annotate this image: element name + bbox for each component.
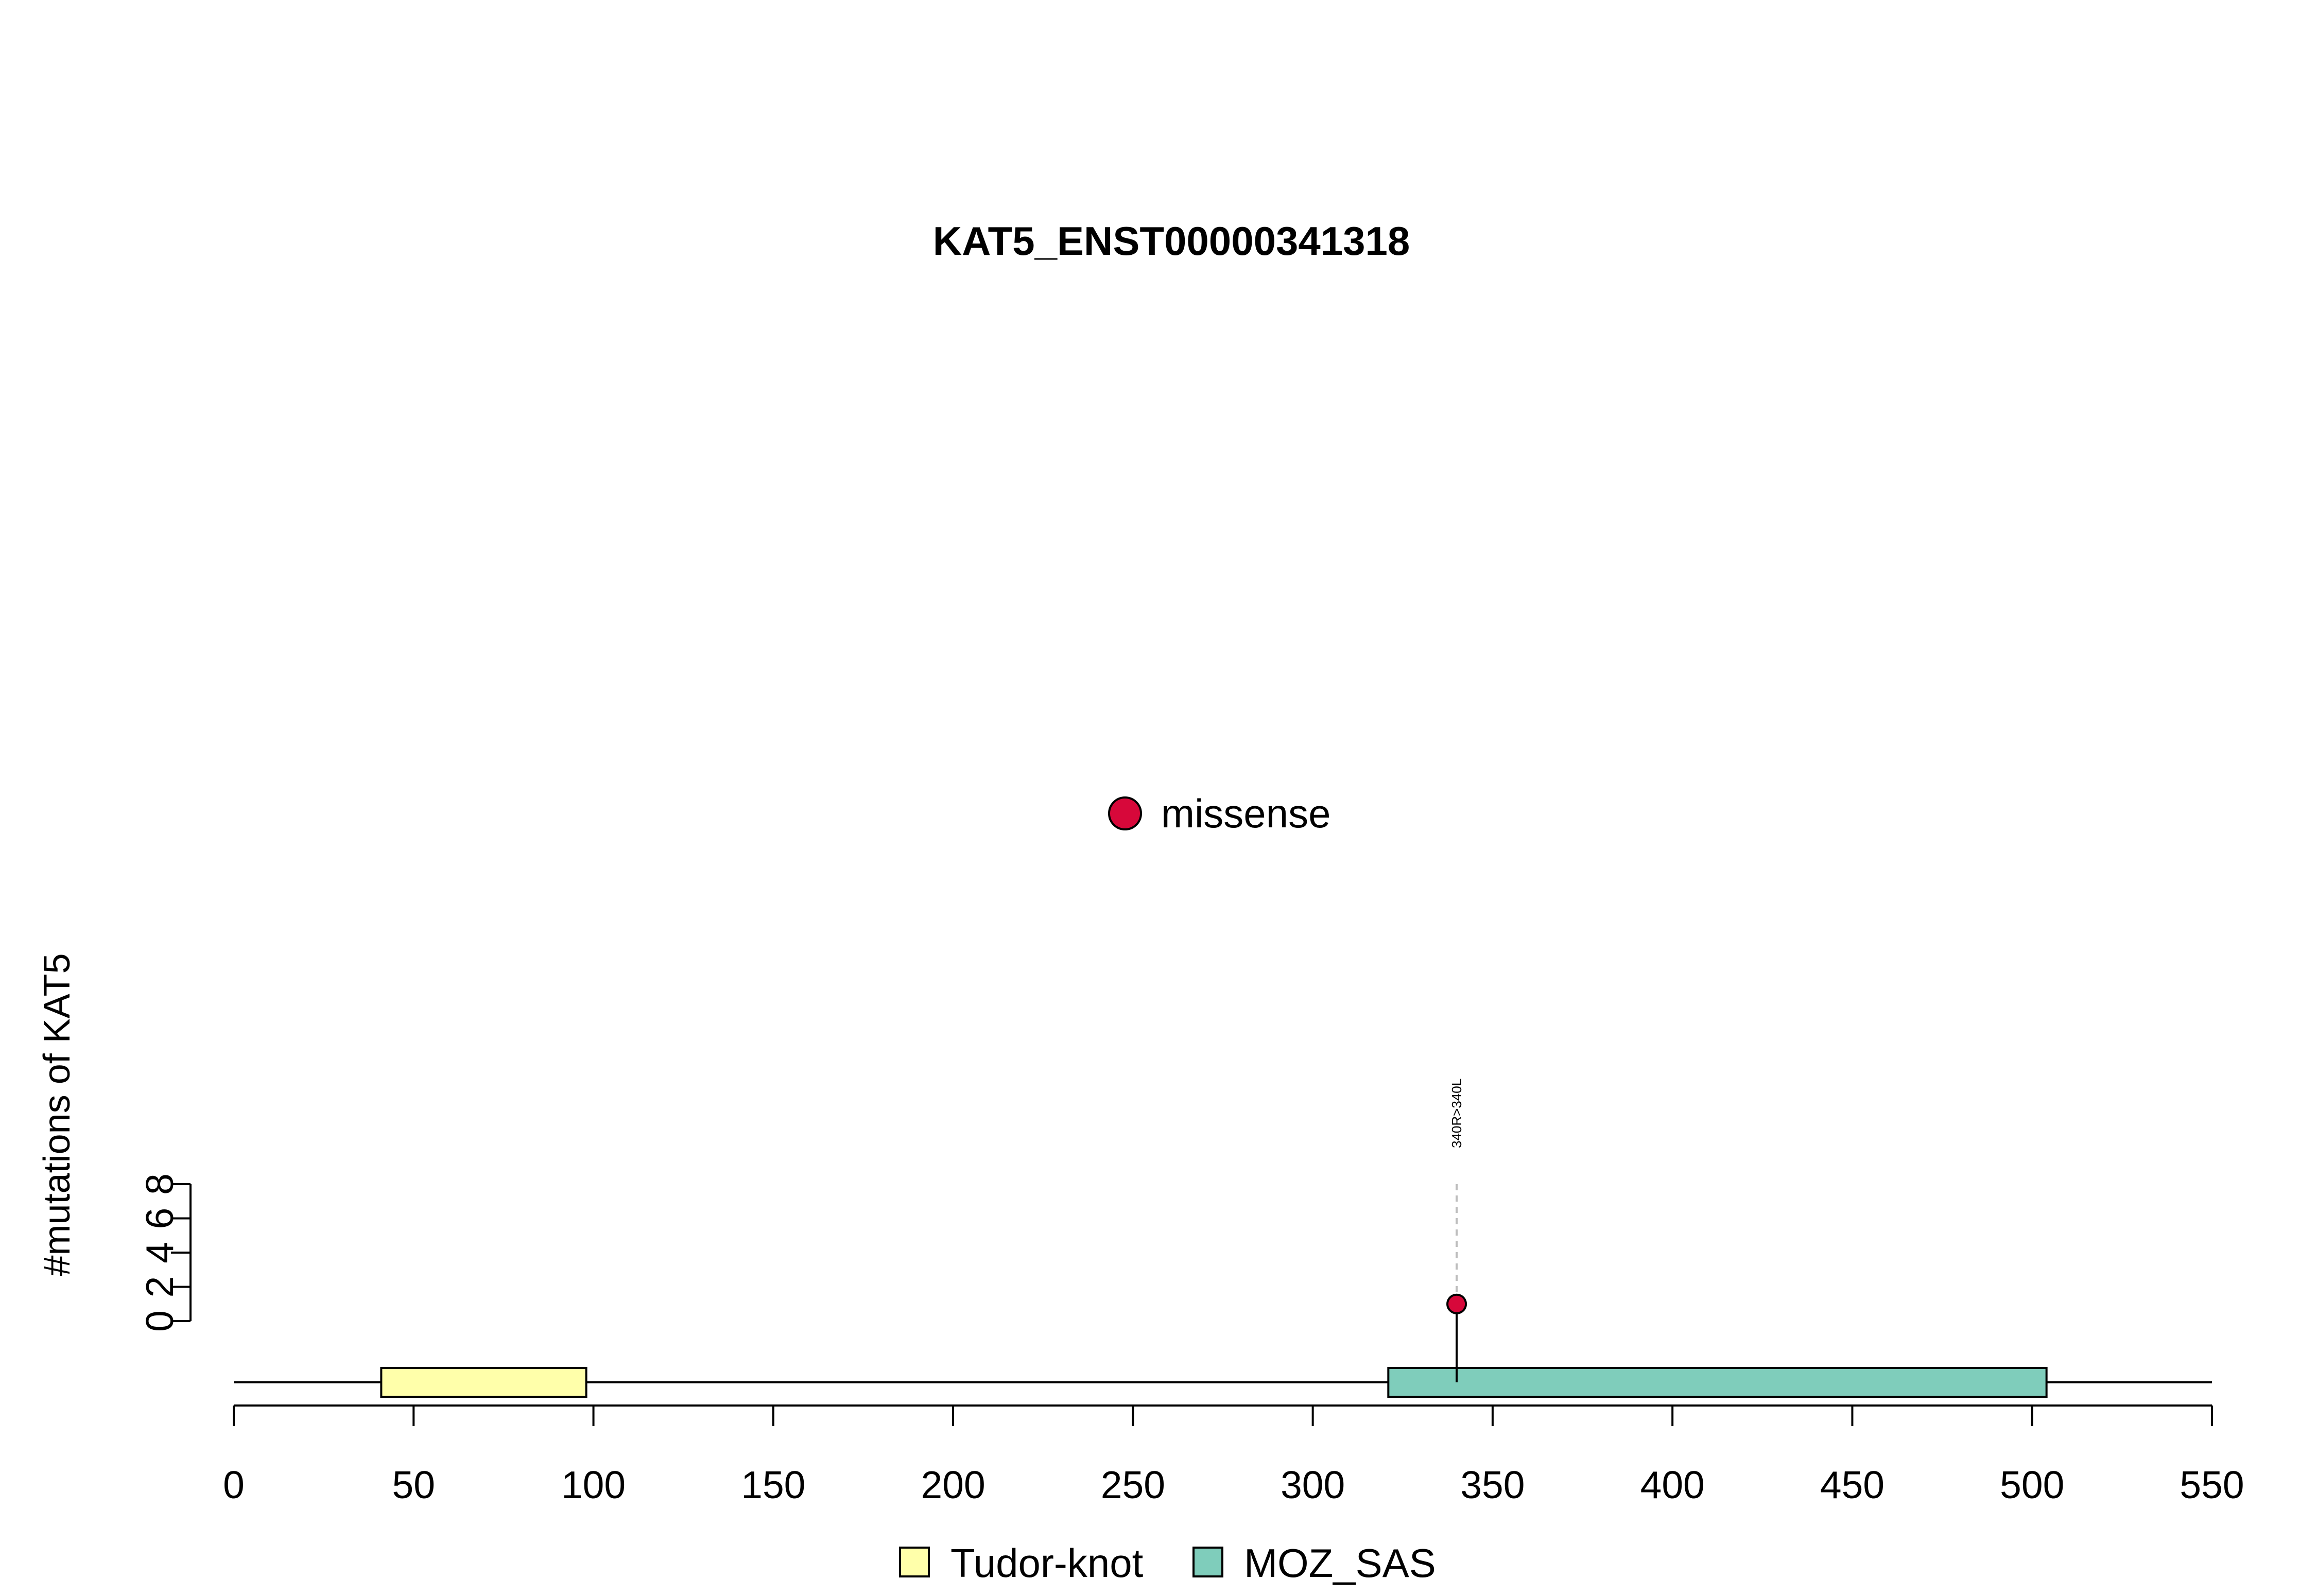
x-tick-label: 350	[1460, 1463, 1525, 1506]
x-tick-label: 200	[921, 1463, 985, 1506]
mutation-label: 340R>340L	[1449, 1079, 1464, 1148]
x-tick-label: 250	[1101, 1463, 1165, 1506]
x-tick-label: 100	[561, 1463, 626, 1506]
domain-legend: Tudor-knot MOZ_SAS	[899, 1540, 1436, 1586]
x-tick-label: 500	[2000, 1463, 2064, 1506]
x-tick-label: 300	[1281, 1463, 1345, 1506]
x-tick-label: 50	[392, 1463, 435, 1506]
legend-label-moz-sas: MOZ_SAS	[1244, 1540, 1436, 1586]
legend-swatch-missense	[1108, 796, 1142, 830]
legend-label-tudor-knot: Tudor-knot	[950, 1540, 1144, 1586]
y-tick-label: 8	[138, 1173, 181, 1195]
y-tick-label: 0	[138, 1310, 181, 1332]
legend-swatch-moz-sas	[1192, 1547, 1223, 1577]
domain-box-tudor-knot	[380, 1367, 587, 1398]
x-tick-label: 400	[1640, 1463, 1705, 1506]
chart-title: KAT5_ENST00000341318	[933, 218, 1410, 264]
mutation-legend: missense	[1108, 791, 1330, 836]
domain-boxes	[380, 1367, 2048, 1398]
mutation-point	[1446, 1293, 1467, 1314]
mutation-lollipops: 340R>340L	[1446, 1079, 1467, 1382]
y-tick-label: 2	[138, 1276, 181, 1298]
y-tick-label: 6	[138, 1208, 181, 1229]
legend-label-missense: missense	[1161, 791, 1330, 836]
x-tick-label: 550	[2180, 1463, 2244, 1506]
domain-box-moz-sas	[1387, 1367, 2048, 1398]
x-tick-label: 150	[741, 1463, 805, 1506]
x-tick-label: 450	[1820, 1463, 1884, 1506]
y-tick-label: 4	[138, 1242, 181, 1263]
y-axis: 0 2 4 6 8	[138, 1173, 192, 1332]
y-axis-label: #mutations of KAT5	[37, 953, 78, 1276]
x-axis: 0 50 100 150 200 250 300 350 400 450 500 550	[223, 1404, 2244, 1506]
x-tick-label: 0	[223, 1463, 245, 1506]
legend-swatch-tudor-knot	[899, 1547, 930, 1577]
